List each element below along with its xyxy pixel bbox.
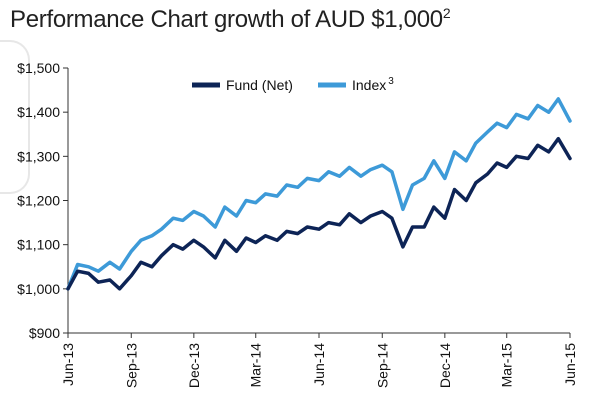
y-tick-label: $1,200 xyxy=(17,193,60,209)
y-tick-label: $1,300 xyxy=(17,148,60,164)
title-footnote-marker: 2 xyxy=(442,5,451,21)
legend-label: Fund (Net) xyxy=(226,77,293,93)
x-tick-label: Jun-14 xyxy=(311,343,327,386)
x-tick-label: Sep-14 xyxy=(374,343,390,388)
x-tick-label: Jun-15 xyxy=(562,343,578,386)
x-tick-label: Mar-14 xyxy=(248,343,264,388)
legend-footnote-marker: 3 xyxy=(388,76,394,87)
y-tick-label: $1,000 xyxy=(17,281,60,297)
x-tick-label: Dec-14 xyxy=(437,343,453,388)
x-tick-label: Sep-13 xyxy=(123,343,139,388)
series-line-index xyxy=(66,97,572,291)
y-tick-label: $1,500 xyxy=(17,60,60,76)
chart-title: Performance Chart growth of AUD $1,0002 xyxy=(10,5,451,33)
watermark-logo xyxy=(0,40,30,194)
series-line-fund xyxy=(66,136,572,291)
x-tick-label: Mar-15 xyxy=(499,343,515,388)
y-tick-label: $1,100 xyxy=(17,237,60,253)
legend-label: Index xyxy=(352,77,386,93)
x-tick-label: Jun-13 xyxy=(60,343,76,386)
x-tick-label: Dec-13 xyxy=(186,343,202,388)
y-tick-label: $1,400 xyxy=(17,104,60,120)
y-tick-label: $900 xyxy=(29,325,60,341)
